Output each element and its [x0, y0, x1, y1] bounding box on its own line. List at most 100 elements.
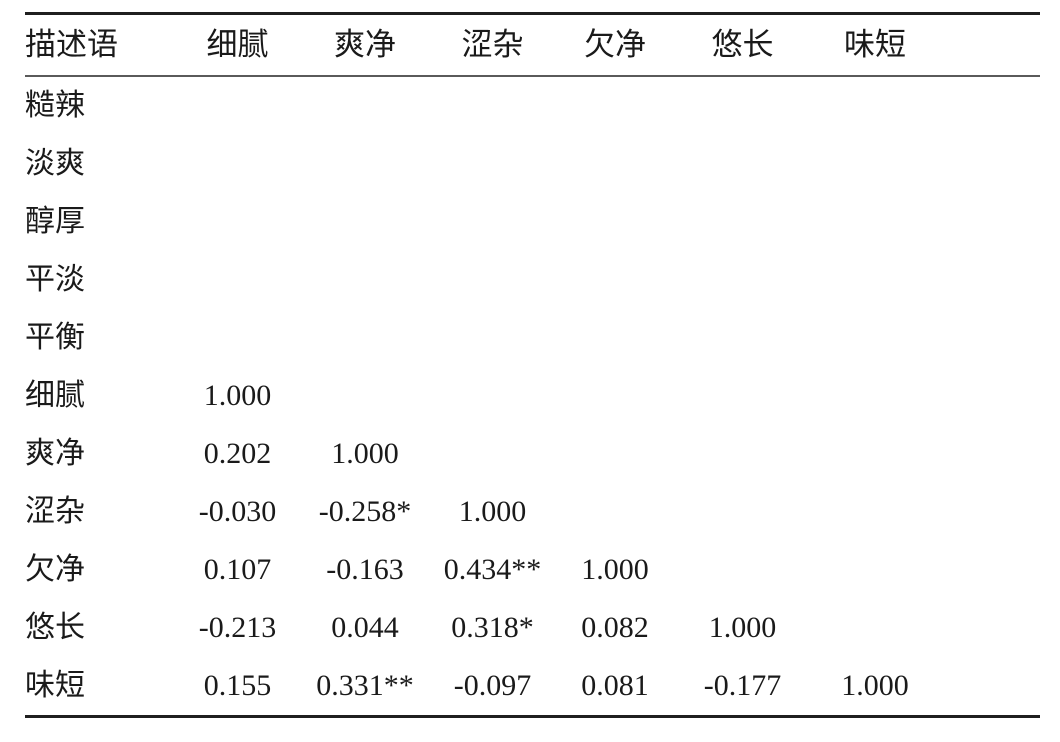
cell-value — [430, 193, 555, 251]
table-row: 欠净 0.107 -0.163 0.434** 1.000 — [25, 541, 1040, 599]
cell-value — [430, 425, 555, 483]
cell-value — [300, 76, 430, 135]
cell-value: 1.000 — [810, 657, 940, 718]
cell-value — [175, 135, 300, 193]
cell-value — [675, 425, 810, 483]
row-label: 醇厚 — [25, 205, 85, 238]
table-row: 细腻 1.000 — [25, 367, 1040, 425]
cell-value — [555, 367, 675, 425]
correlation-table-container: 描述语 细腻 爽净 涩杂 欠净 悠长 味短 糙辣 淡 — [25, 12, 1040, 718]
cell-value: 1.000 — [331, 437, 399, 470]
cell-value — [175, 193, 300, 251]
table-row: 味短 0.155 0.331** -0.097 0.081 -0.177 1.0… — [25, 657, 1040, 718]
cell-spacer — [940, 251, 1040, 309]
cell-value — [675, 135, 810, 193]
table-row: 涩杂 -0.030 -0.258* 1.000 — [25, 483, 1040, 541]
correlation-matrix-table: 描述语 细腻 爽净 涩杂 欠净 悠长 味短 糙辣 淡 — [25, 12, 1040, 718]
cell-value — [810, 251, 940, 309]
column-header-2: 爽净 — [300, 12, 430, 77]
row-label: 平淡 — [25, 263, 85, 296]
header-row: 描述语 细腻 爽净 涩杂 欠净 悠长 味短 — [25, 12, 1040, 77]
row-label: 涩杂 — [25, 495, 85, 528]
cell-spacer — [940, 135, 1040, 193]
cell-spacer — [940, 483, 1040, 541]
cell-value — [430, 251, 555, 309]
cell-value — [810, 135, 940, 193]
cell-value — [675, 367, 810, 425]
cell-spacer — [940, 599, 1040, 657]
row-label: 欠净 — [25, 553, 85, 586]
cell-spacer — [940, 425, 1040, 483]
table-row: 悠长 -0.213 0.044 0.318* 0.082 1.000 — [25, 599, 1040, 657]
cell-value — [300, 193, 430, 251]
cell-value: 0.044 — [331, 611, 399, 644]
row-label: 悠长 — [25, 611, 85, 644]
cell-value: -0.030 — [198, 495, 277, 528]
cell-value — [300, 367, 430, 425]
cell-value: -0.097 — [430, 657, 555, 718]
cell-value — [300, 135, 430, 193]
row-label: 味短 — [25, 657, 175, 718]
cell-value: 0.082 — [581, 611, 649, 644]
cell-value: -0.163 — [326, 553, 404, 586]
cell-value — [675, 309, 810, 367]
cell-value — [810, 309, 940, 367]
cell-spacer — [940, 367, 1040, 425]
cell-value — [175, 76, 300, 135]
table-row: 爽净 0.202 1.000 — [25, 425, 1040, 483]
column-header-3: 涩杂 — [430, 12, 555, 77]
cell-value — [675, 76, 810, 135]
cell-spacer — [940, 309, 1040, 367]
cell-value: -0.177 — [675, 657, 810, 718]
column-header-4: 欠净 — [555, 12, 675, 77]
cell-value: -0.213 — [198, 611, 277, 644]
cell-value — [555, 251, 675, 309]
cell-value — [555, 135, 675, 193]
cell-value: 0.331** — [300, 657, 430, 718]
cell-value: 0.081 — [555, 657, 675, 718]
cell-value — [810, 425, 940, 483]
row-label: 平衡 — [25, 321, 85, 354]
row-label: 淡爽 — [25, 147, 85, 180]
cell-value: 0.107 — [203, 553, 272, 586]
table-row: 平衡 — [25, 309, 1040, 367]
cell-value — [555, 76, 675, 135]
cell-spacer — [940, 193, 1040, 251]
cell-value — [810, 193, 940, 251]
cell-spacer — [940, 657, 1040, 718]
column-header-6: 味短 — [810, 12, 940, 77]
cell-value — [430, 367, 555, 425]
column-header-descriptor: 描述语 — [25, 12, 175, 77]
cell-value — [810, 367, 940, 425]
cell-value — [675, 483, 810, 541]
cell-value: 1.000 — [458, 495, 527, 528]
cell-value — [675, 251, 810, 309]
column-header-5: 悠长 — [675, 12, 810, 77]
cell-value: 1.000 — [708, 611, 777, 644]
table-header: 描述语 细腻 爽净 涩杂 欠净 悠长 味短 — [25, 12, 1040, 77]
cell-value — [810, 541, 940, 599]
cell-spacer — [940, 541, 1040, 599]
cell-value — [430, 76, 555, 135]
cell-value — [555, 483, 675, 541]
cell-value — [810, 76, 940, 135]
table-body: 糙辣 淡爽 醇厚 — [25, 76, 1040, 718]
cell-value: 1.000 — [203, 379, 272, 412]
column-header-spacer — [940, 12, 1040, 77]
cell-value — [430, 135, 555, 193]
cell-value: -0.258* — [318, 495, 412, 528]
cell-value — [810, 483, 940, 541]
column-header-1: 细腻 — [175, 12, 300, 77]
cell-value — [555, 425, 675, 483]
table-row: 淡爽 — [25, 135, 1040, 193]
cell-value — [555, 309, 675, 367]
row-label: 细腻 — [25, 379, 85, 412]
cell-value — [675, 541, 810, 599]
cell-value — [430, 309, 555, 367]
cell-value — [300, 309, 430, 367]
cell-value — [555, 193, 675, 251]
cell-value — [810, 599, 940, 657]
row-label: 爽净 — [25, 437, 85, 470]
table-row: 平淡 — [25, 251, 1040, 309]
table-row: 糙辣 — [25, 76, 1040, 135]
